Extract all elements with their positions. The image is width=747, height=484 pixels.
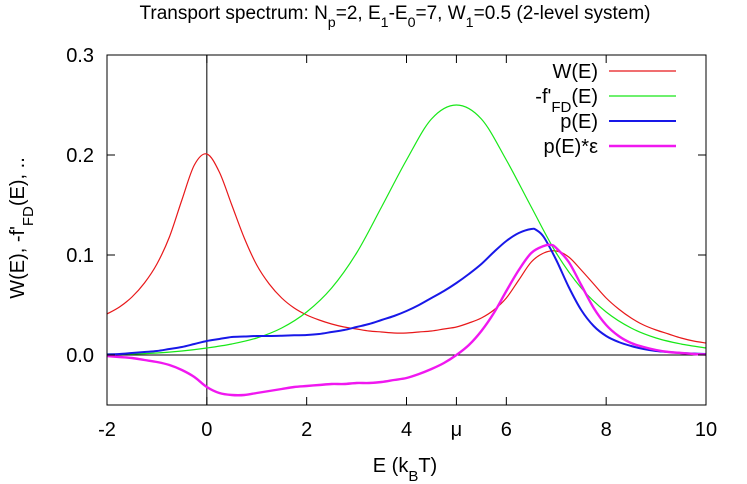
legend-label-p-e: p(E) (560, 111, 598, 133)
xlabel-part-0: E (k (373, 455, 410, 477)
title-part-8: =0.5 (2-level system) (474, 3, 651, 24)
title-part-3: 1 (381, 15, 389, 31)
x-tick-label: 8 (601, 419, 612, 441)
title-part-4: -E (389, 3, 408, 24)
chart-title: Transport spectrum: Np=2, E1-E0=7, W1=0.… (140, 3, 651, 31)
x-tick-label: -2 (98, 419, 116, 441)
series-line-w-e (107, 153, 706, 344)
legend-label-p-e-eps: p(E)*ε (544, 136, 599, 158)
title-part-2: =2, E (336, 3, 381, 24)
y-axis-label: W(E), -f'FD(E), .. (7, 157, 37, 299)
legend-w-e-part-0: W(E) (552, 61, 598, 83)
title-part-1: p (328, 15, 336, 31)
x-tick-label: μ (451, 419, 463, 441)
ylabel-part-2: (E), .. (7, 157, 29, 206)
series-line-fd-derivative (107, 104, 706, 355)
title-part-5: 0 (408, 15, 416, 31)
xlabel-part-2: T) (418, 455, 437, 477)
title-part-6: =7, W (416, 3, 466, 24)
y-tick-label: 0.0 (66, 345, 94, 367)
title-part-0: Transport spectrum: N (140, 3, 328, 24)
legend-fd-derivative-part-1: FD (551, 99, 571, 116)
plot-frame (106, 54, 707, 406)
series-line-p-e (107, 227, 706, 356)
y-tick-label: 0.2 (66, 145, 94, 167)
reference-lines (107, 55, 706, 405)
series-line-p-e-eps (107, 243, 706, 397)
x-tick-label: 10 (695, 419, 717, 441)
legend-fd-derivative-part-0: -f' (535, 86, 551, 108)
title-part-7: 1 (466, 15, 474, 31)
x-tick-label: 0 (201, 419, 212, 441)
x-tick-label: 6 (501, 419, 512, 441)
x-axis-label: E (kBT) (373, 455, 437, 484)
ylabel-part-0: W(E), -f' (7, 226, 29, 299)
x-tick-label: 4 (401, 419, 412, 441)
xlabel-part-1: B (408, 468, 418, 484)
legend-label-w-e: W(E) (552, 61, 598, 83)
series-layer (107, 104, 706, 397)
legend-p-e-part-0: p(E) (560, 111, 598, 133)
legend-fd-derivative-part-2: (E) (571, 86, 598, 108)
legend-p-e-eps-part-0: p(E)*ε (544, 136, 599, 158)
ylabel-part-1: FD (20, 206, 37, 226)
legend-label-fd-derivative: -f'FD(E) (535, 86, 598, 116)
x-tick-label: 2 (301, 419, 312, 441)
y-tick-label: 0.3 (66, 45, 94, 67)
legend: W(E)-f'FD(E)p(E)p(E)*ε (535, 61, 676, 158)
ticks-layer: -2 0 2 4 μ 6 8 10 0.0 0.1 0.2 0.3 (66, 45, 717, 441)
y-tick-label: 0.1 (66, 245, 94, 267)
